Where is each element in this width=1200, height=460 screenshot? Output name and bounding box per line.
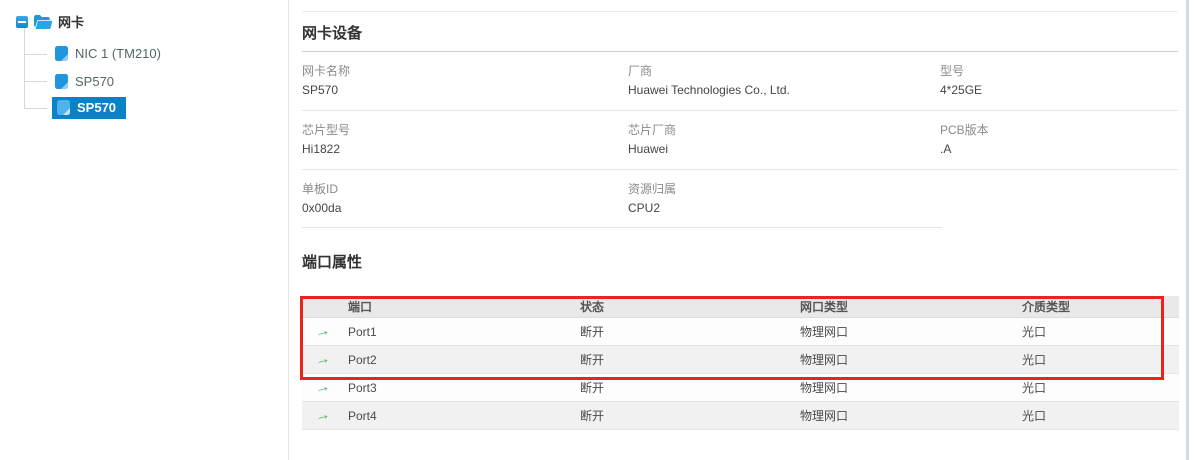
tree-item-sp570-selected[interactable]: SP570 — [52, 97, 127, 119]
cell-status: 断开 — [580, 325, 605, 339]
port-section-title: 端口属性 — [302, 254, 363, 271]
field-model: 型号 4*25GE — [940, 64, 1178, 97]
field-value: .A — [940, 142, 952, 156]
nic-card-icon — [55, 46, 68, 61]
tree-item-label: SP570 — [77, 100, 117, 115]
cell-port-type: 物理网口 — [800, 353, 849, 367]
nic-card-icon — [55, 74, 68, 89]
detail-panel: 网卡设备 网卡名称 SP570 厂商 Huawei Technologies C… — [288, 0, 1188, 460]
table-row-port1[interactable]: → Port1 断开 物理网口 光口 — [302, 318, 1179, 346]
tree-item-sp570[interactable]: SP570 — [55, 74, 114, 89]
collapse-toggle-icon[interactable] — [16, 15, 28, 28]
cell-media-type: 光口 — [1022, 325, 1047, 339]
cell-port: Port1 — [348, 324, 377, 339]
cell-status: 断开 — [580, 353, 605, 367]
port-link-arrow-icon[interactable]: → — [313, 321, 332, 342]
field-label: 型号 — [940, 64, 965, 78]
cell-port-type: 物理网口 — [800, 381, 849, 395]
cell-port-type: 物理网口 — [800, 409, 849, 423]
field-value: Huawei Technologies Co., Ltd. — [628, 83, 790, 97]
port-table: 端口 状态 网口类型 介质类型 → Port1 断开 物理网口 光口 → Por… — [302, 296, 1179, 430]
field-value: 4*25GE — [940, 83, 983, 97]
device-fields-row: 网卡名称 SP570 厂商 Huawei Technologies Co., L… — [302, 52, 1178, 111]
tree-connector — [25, 81, 47, 82]
tree-root-label: 网卡 — [58, 15, 85, 30]
field-label: 资源归属 — [628, 182, 677, 196]
device-fields-row: 芯片型号 Hi1822 芯片厂商 Huawei PCB版本 .A — [302, 111, 1178, 170]
tree-root-nic[interactable]: 网卡 — [16, 12, 84, 31]
field-label: 芯片厂商 — [628, 123, 677, 137]
field-chip-vendor: 芯片厂商 Huawei — [628, 123, 940, 156]
field-value: Huawei — [628, 142, 669, 156]
cell-port: Port3 — [348, 380, 377, 395]
field-chip-model: 芯片型号 Hi1822 — [302, 123, 628, 156]
tree-connector — [25, 108, 47, 109]
column-header-port-type: 网口类型 — [800, 300, 849, 314]
device-section-title: 网卡设备 — [302, 25, 1178, 52]
tree-item-label: NIC 1 (TM210) — [75, 46, 161, 61]
tree-connector — [24, 28, 25, 109]
column-header-port: 端口 — [348, 300, 373, 314]
tree-connector — [25, 54, 47, 55]
field-vendor: 厂商 Huawei Technologies Co., Ltd. — [628, 64, 940, 97]
field-label: 网卡名称 — [302, 64, 351, 78]
cell-port-type: 物理网口 — [800, 325, 849, 339]
field-value: Hi1822 — [302, 142, 341, 156]
scrollbar-track[interactable] — [1186, 0, 1189, 460]
nic-card-icon — [57, 100, 70, 115]
field-board-id: 单板ID 0x00da — [302, 182, 628, 215]
cell-media-type: 光口 — [1022, 381, 1047, 395]
table-row-port3[interactable]: → Port3 断开 物理网口 光口 — [302, 374, 1179, 402]
column-header-status: 状态 — [580, 300, 605, 314]
cell-status: 断开 — [580, 409, 605, 423]
field-label: PCB版本 — [940, 123, 989, 137]
port-link-arrow-icon[interactable]: → — [313, 349, 332, 370]
field-label: 单板ID — [302, 182, 339, 196]
port-link-arrow-icon[interactable]: → — [313, 405, 332, 426]
table-row-port4[interactable]: → Port4 断开 物理网口 光口 — [302, 402, 1179, 430]
tree-item-nic1[interactable]: NIC 1 (TM210) — [55, 46, 161, 61]
tree-item-label: SP570 — [75, 74, 115, 89]
field-pcb-version: PCB版本 .A — [940, 123, 1178, 156]
field-label: 厂商 — [628, 64, 653, 78]
cell-media-type: 光口 — [1022, 409, 1047, 423]
cell-media-type: 光口 — [1022, 353, 1047, 367]
column-header-media-type: 介质类型 — [1022, 300, 1071, 314]
field-value: SP570 — [302, 83, 339, 97]
field-nic-name: 网卡名称 SP570 — [302, 64, 628, 97]
device-fields-row: 单板ID 0x00da 资源归属 CPU2 — [302, 170, 1178, 228]
field-value: CPU2 — [628, 201, 661, 215]
port-link-arrow-icon[interactable]: → — [313, 377, 332, 398]
folder-icon — [34, 14, 52, 29]
field-value: 0x00da — [302, 201, 342, 215]
port-table-header: 端口 状态 网口类型 介质类型 — [302, 296, 1179, 318]
panel-top-divider — [302, 0, 1178, 12]
table-row-port2[interactable]: → Port2 断开 物理网口 光口 — [302, 346, 1179, 374]
device-tree-panel: 网卡 NIC 1 (TM210) SP570 SP570 — [0, 0, 288, 460]
field-resource-owner: 资源归属 CPU2 — [628, 182, 940, 215]
cell-status: 断开 — [580, 381, 605, 395]
cell-port: Port2 — [348, 352, 377, 367]
field-label: 芯片型号 — [302, 123, 351, 137]
cell-port: Port4 — [348, 408, 377, 423]
